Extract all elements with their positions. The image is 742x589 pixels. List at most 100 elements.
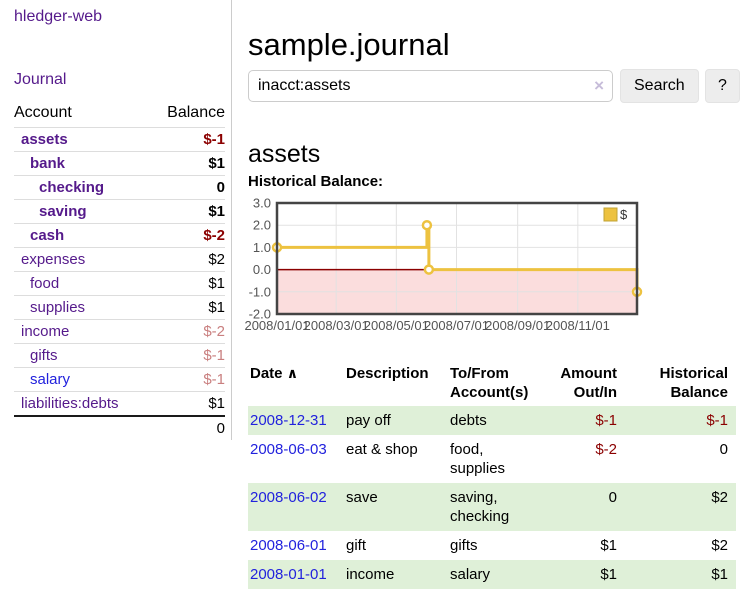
account-balance: $1 bbox=[149, 271, 225, 296]
register-column-header[interactable]: Date ∧ bbox=[250, 365, 299, 382]
transaction-balance: $-1 bbox=[625, 406, 736, 435]
data-point-marker[interactable] bbox=[421, 219, 433, 231]
account-row: supplies $1 bbox=[14, 295, 225, 320]
sidebar-item-journal[interactable]: Journal bbox=[14, 71, 67, 88]
account-cell: checking bbox=[14, 175, 150, 200]
transaction-date-cell: 2008-12-31 bbox=[248, 406, 344, 435]
transaction-date-link[interactable]: 2008-06-03 bbox=[250, 441, 327, 458]
account-link[interactable]: saving bbox=[39, 203, 87, 220]
transaction-balance: 0 bbox=[719, 441, 728, 458]
account-link[interactable]: salary bbox=[30, 371, 71, 388]
data-point-marker[interactable] bbox=[423, 264, 435, 275]
transaction-balance: $1 bbox=[625, 560, 736, 589]
account-balance: 0 bbox=[149, 175, 225, 200]
x-axis-tick-label: 2008/01/01 bbox=[244, 318, 309, 333]
transaction-balance: $2 bbox=[625, 483, 736, 531]
account-link[interactable]: assets bbox=[21, 131, 68, 148]
account-link[interactable]: expenses bbox=[21, 251, 86, 268]
accounts-table-header: Account Balance bbox=[14, 100, 225, 128]
accounts-column-header: Account bbox=[14, 104, 72, 121]
register-table-header: Date ∧ Description To/From Account(s) Amount… bbox=[248, 360, 736, 406]
transaction-amount: $1 bbox=[548, 560, 625, 589]
account-heading: assets bbox=[248, 139, 321, 168]
account-cell: cash bbox=[14, 223, 150, 248]
account-link[interactable]: supplies bbox=[30, 299, 86, 316]
transaction-amount: $1 bbox=[600, 537, 617, 554]
account-row: cash $-2 bbox=[14, 223, 225, 248]
account-link[interactable]: food bbox=[30, 275, 60, 292]
search-input[interactable] bbox=[248, 70, 613, 102]
account-cell: bank bbox=[14, 151, 150, 176]
register-column-header: Amount Out/In bbox=[560, 365, 617, 401]
page-title: sample.journal bbox=[248, 26, 450, 62]
plot-border bbox=[275, 201, 639, 316]
account-row: saving $1 bbox=[14, 199, 225, 224]
transaction-row: 2008-12-31 pay off debts $-1 $-1 bbox=[248, 406, 736, 435]
account-cell: assets bbox=[14, 127, 150, 152]
account-row: assets $-1 bbox=[14, 127, 225, 152]
transaction-row: 2008-06-01 gift gifts $1 $2 bbox=[248, 531, 736, 560]
transaction-date-cell: 2008-06-03 bbox=[248, 435, 344, 483]
x-axis-tick-label: 2008/03/01 bbox=[304, 318, 369, 333]
account-balance: $1 bbox=[149, 391, 225, 416]
transaction-date-link[interactable]: 2008-12-31 bbox=[250, 412, 327, 429]
account-cell: food bbox=[14, 271, 150, 296]
account-row: liabilities:debts $1 bbox=[14, 391, 225, 416]
account-link[interactable]: gifts bbox=[30, 347, 58, 364]
account-balance: $-2 bbox=[149, 319, 225, 344]
search-button[interactable]: Search bbox=[620, 69, 699, 103]
account-link[interactable]: income bbox=[21, 323, 70, 340]
transaction-date-cell: 2008-06-01 bbox=[248, 531, 344, 560]
accounts-table: Account Balance assets $-1 bank $1 checking 0… bbox=[14, 100, 225, 440]
historical-balance-chart[interactable]: $3.0 2.0 1.0 0.0 -1.0 -2.0 2008/01/01 2008/03/0… bbox=[244, 196, 643, 342]
account-balance: $1 bbox=[149, 295, 225, 320]
transaction-row: 2008-06-02 save saving, checking 0 $2 bbox=[248, 483, 736, 531]
transaction-date-link[interactable]: 2008-06-02 bbox=[250, 489, 327, 506]
transaction-description: pay off bbox=[344, 406, 448, 435]
register-column-header: To/From Account(s) bbox=[450, 365, 529, 401]
y-axis-tick-label: 3.0 bbox=[253, 196, 271, 211]
account-link[interactable]: bank bbox=[30, 155, 66, 172]
accounts-total-value: 0 bbox=[149, 415, 225, 440]
transaction-date-link[interactable]: 2008-06-01 bbox=[250, 537, 327, 554]
transaction-row: 2008-06-03 eat & shop food, supplies $-2 0 bbox=[248, 435, 736, 483]
account-row: income $-2 bbox=[14, 319, 225, 344]
y-axis-tick-label: -1.0 bbox=[249, 284, 271, 299]
account-balance: $-1 bbox=[149, 367, 225, 392]
register-column-header: Historical Balance bbox=[659, 365, 728, 401]
register-table: Date ∧ Description To/From Account(s) Amount… bbox=[248, 360, 736, 589]
transaction-description: gift bbox=[346, 537, 367, 554]
account-balance: $2 bbox=[149, 247, 225, 272]
account-row: bank $1 bbox=[14, 151, 225, 176]
chart-canvas: $3.0 2.0 1.0 0.0 -1.0 -2.02008/01/012008/03/0… bbox=[244, 196, 643, 333]
transaction-accounts: debts bbox=[448, 406, 548, 435]
clear-search-icon[interactable]: × bbox=[594, 76, 604, 95]
account-balance: $1 bbox=[149, 199, 225, 224]
y-axis-tick-label: -2.0 bbox=[249, 307, 271, 322]
account-link[interactable]: liabilities:debts bbox=[21, 395, 119, 412]
account-balance: $-1 bbox=[149, 127, 225, 152]
x-axis-tick-label: 2008/05/01 bbox=[364, 318, 429, 333]
sidebar: hledger-web Journal Account Balance asse… bbox=[0, 0, 232, 440]
transaction-date-link[interactable]: 2008-01-01 bbox=[250, 566, 327, 583]
account-row: checking 0 bbox=[14, 175, 225, 200]
app-brand-link[interactable]: hledger-web bbox=[14, 8, 103, 25]
y-axis-tick-label: 0.0 bbox=[253, 262, 271, 277]
account-link[interactable]: checking bbox=[39, 179, 105, 196]
transaction-description: eat & shop bbox=[346, 441, 418, 458]
transaction-date-cell: 2008-06-02 bbox=[248, 483, 344, 531]
main-content: sample.journal × Search ? assets Histori… bbox=[244, 0, 742, 589]
transaction-amount: 0 bbox=[548, 483, 625, 531]
transaction-row: 2008-01-01 income salary $1 $1 bbox=[248, 560, 736, 589]
y-axis-tick-label: 2.0 bbox=[253, 218, 271, 233]
account-balance: $-1 bbox=[149, 343, 225, 368]
account-link[interactable]: cash bbox=[30, 227, 65, 244]
account-row: gifts $-1 bbox=[14, 343, 225, 368]
account-row: salary $-1 bbox=[14, 367, 225, 392]
account-cell: gifts bbox=[14, 343, 150, 368]
legend-label: $ bbox=[620, 207, 628, 222]
account-row: expenses $2 bbox=[14, 247, 225, 272]
help-button[interactable]: ? bbox=[705, 69, 740, 103]
chart-title: Historical Balance: bbox=[248, 173, 384, 190]
accounts-total-spacer bbox=[14, 415, 150, 440]
